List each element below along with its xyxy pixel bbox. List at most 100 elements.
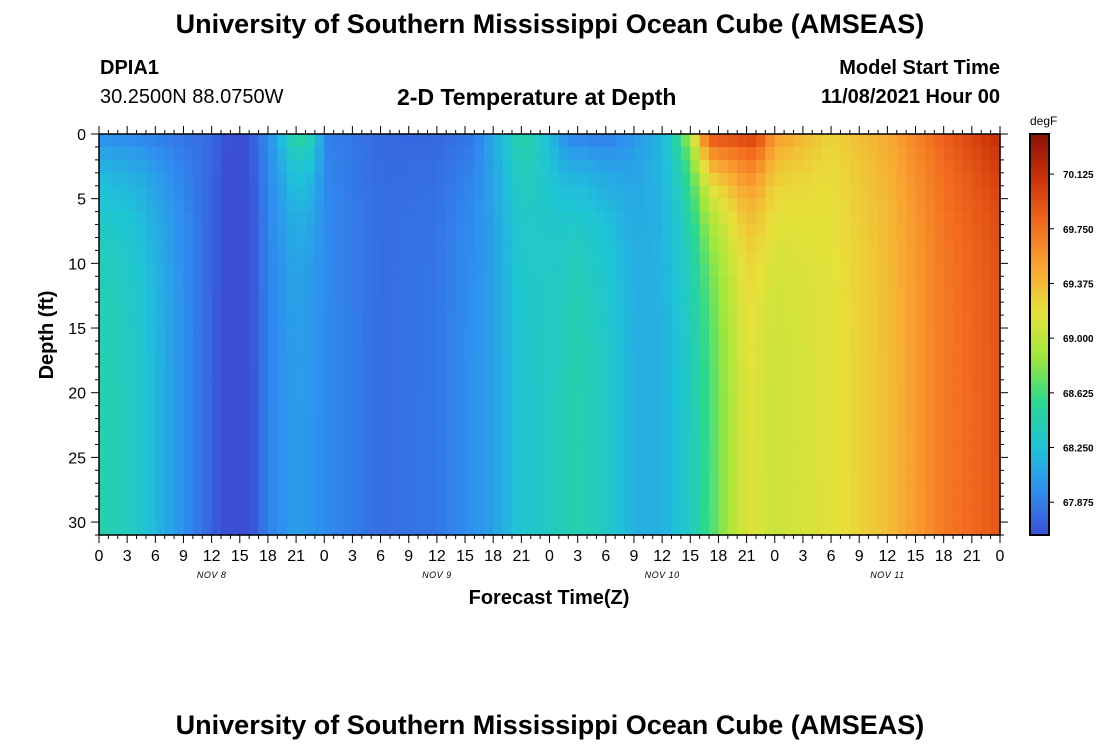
heatmap-cell xyxy=(765,444,776,458)
heatmap-cell xyxy=(849,522,860,536)
heatmap-cell xyxy=(953,418,964,433)
heatmap-cell xyxy=(389,302,400,316)
heatmap-cell xyxy=(343,379,354,394)
heatmap-cell xyxy=(849,211,860,226)
heatmap-cell xyxy=(108,483,119,497)
heatmap-cell xyxy=(718,134,729,148)
heatmap-cell xyxy=(577,172,588,187)
heatmap-cell xyxy=(389,263,400,277)
heatmap-cell xyxy=(155,392,166,407)
heatmap-cell xyxy=(493,496,504,510)
heatmap-cell xyxy=(455,431,466,446)
heatmap-cell xyxy=(314,418,325,433)
heatmap-cell xyxy=(568,315,579,329)
heatmap-cell xyxy=(305,328,316,342)
heatmap-cell xyxy=(840,289,851,303)
heatmap-cell xyxy=(277,198,288,213)
heatmap-cell xyxy=(155,211,166,226)
heatmap-cell xyxy=(465,211,476,226)
heatmap-cell xyxy=(596,444,607,458)
chart-subtitle: 2-D Temperature at Depth xyxy=(397,84,677,110)
heatmap-cell xyxy=(624,366,635,381)
heatmap-cell xyxy=(915,172,926,187)
heatmap-cell xyxy=(446,366,457,381)
heatmap-cell xyxy=(652,431,663,446)
heatmap-cell xyxy=(108,263,119,277)
heatmap-cell xyxy=(249,134,260,148)
heatmap-cell xyxy=(521,470,532,484)
heatmap-cell xyxy=(474,496,485,510)
heatmap-cell xyxy=(953,444,964,458)
heatmap-cell xyxy=(239,470,250,484)
heatmap-cell xyxy=(577,418,588,433)
heatmap-cell xyxy=(333,134,344,148)
heatmap-cell xyxy=(802,224,813,239)
heatmap-cell xyxy=(624,159,635,174)
heatmap-cell xyxy=(465,328,476,342)
heatmap-cell xyxy=(943,146,954,161)
heatmap-cell xyxy=(239,392,250,407)
heatmap-cell xyxy=(418,418,429,433)
heatmap-cell xyxy=(802,198,813,213)
heatmap-cell xyxy=(859,418,870,433)
heatmap-cell xyxy=(465,522,476,536)
heatmap-cell xyxy=(802,392,813,407)
heatmap-cell xyxy=(145,302,156,316)
heatmap-cell xyxy=(737,146,748,161)
heatmap-cell xyxy=(277,134,288,148)
heatmap-cell xyxy=(192,496,203,510)
heatmap-cell xyxy=(868,302,879,316)
heatmap-cell xyxy=(953,431,964,446)
heatmap-cell xyxy=(192,483,203,497)
heatmap-cell xyxy=(558,405,569,420)
heatmap-cell xyxy=(540,302,551,316)
heatmap-cell xyxy=(587,483,598,497)
heatmap-cell xyxy=(568,185,579,200)
heatmap-cell xyxy=(408,263,419,277)
heatmap-cell xyxy=(183,522,194,536)
heatmap-cell xyxy=(699,134,710,148)
heatmap-cell xyxy=(399,405,410,420)
heatmap-cell xyxy=(652,379,663,394)
heatmap-cell xyxy=(615,237,626,252)
heatmap-cell xyxy=(540,328,551,342)
heatmap-cell xyxy=(755,496,766,510)
heatmap-cell xyxy=(633,237,644,252)
heatmap-cell xyxy=(483,315,494,329)
heatmap-cell xyxy=(821,444,832,458)
heatmap-cell xyxy=(577,289,588,303)
heatmap-cell xyxy=(868,379,879,394)
heatmap-cell xyxy=(502,405,513,420)
heatmap-cell xyxy=(906,496,917,510)
heatmap-cell xyxy=(164,509,175,523)
heatmap-cell xyxy=(877,457,888,471)
heatmap-cell xyxy=(249,276,260,290)
heatmap-cell xyxy=(868,431,879,446)
heatmap-cell xyxy=(380,198,391,213)
heatmap-cell xyxy=(896,496,907,510)
heatmap-cell xyxy=(436,457,447,471)
heatmap-cell xyxy=(755,159,766,174)
heatmap-cell xyxy=(774,522,785,536)
heatmap-cell xyxy=(727,496,738,510)
heatmap-cell xyxy=(784,392,795,407)
heatmap-cell xyxy=(483,134,494,148)
heatmap-cell xyxy=(239,159,250,174)
heatmap-cell xyxy=(915,366,926,381)
heatmap-cell xyxy=(605,405,616,420)
heatmap-cell xyxy=(267,366,278,381)
heatmap-cell xyxy=(643,302,654,316)
heatmap-cell xyxy=(915,134,926,148)
heatmap-cell xyxy=(877,198,888,213)
heatmap-cell xyxy=(455,405,466,420)
heatmap-cell xyxy=(371,302,382,316)
heatmap-cell xyxy=(624,263,635,277)
heatmap-cell xyxy=(709,237,720,252)
heatmap-cell xyxy=(418,198,429,213)
heatmap-cell xyxy=(333,340,344,355)
heatmap-cell xyxy=(558,431,569,446)
heatmap-cell xyxy=(202,289,213,303)
heatmap-cell xyxy=(221,353,231,368)
heatmap-cell xyxy=(718,483,729,497)
heatmap-cell xyxy=(971,250,982,264)
